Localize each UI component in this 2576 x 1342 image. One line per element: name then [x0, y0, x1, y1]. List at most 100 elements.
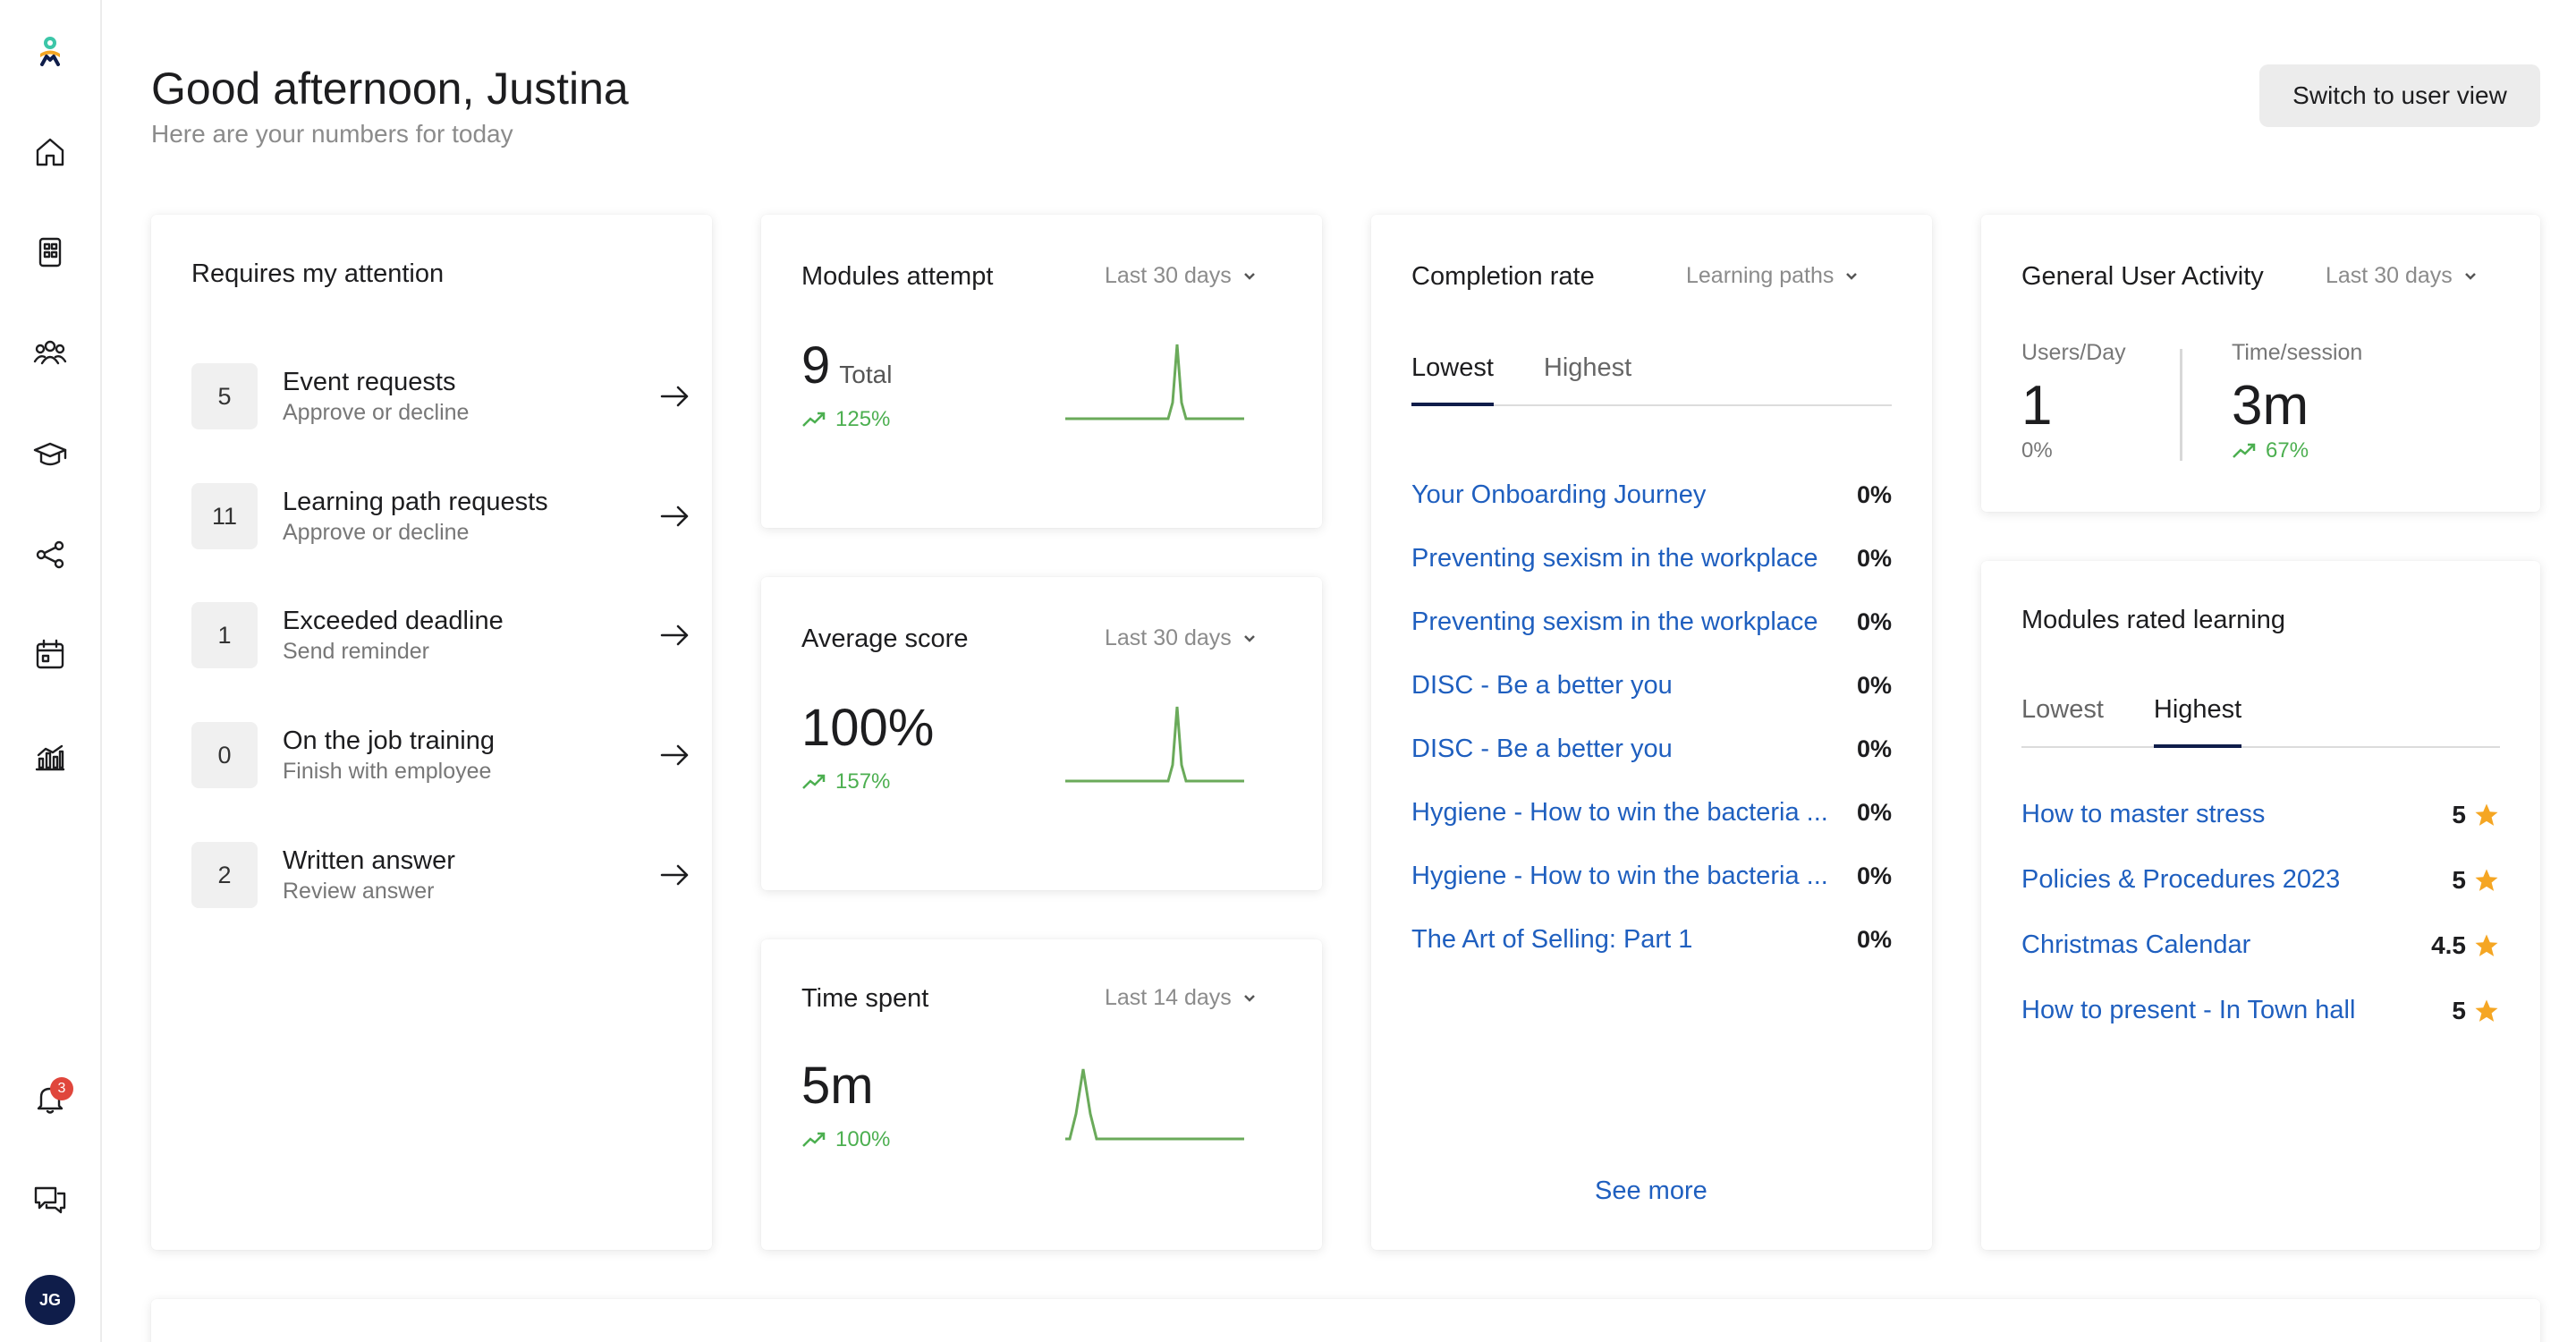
avatar[interactable]: JG: [25, 1275, 75, 1325]
module-link[interactable]: How to present - In Town hall: [2021, 996, 2356, 1024]
module-link[interactable]: Policies & Procedures 2023: [2021, 865, 2341, 894]
attention-sub: Review answer: [283, 879, 435, 904]
attention-label: On the job training: [283, 726, 495, 755]
trend-up-icon: [2233, 443, 2256, 458]
learning-path-link[interactable]: DISC - Be a better you: [1411, 735, 1673, 763]
trend-up-icon: [802, 412, 826, 427]
trend-value: 100%: [835, 1127, 891, 1151]
period-dropdown[interactable]: Last 14 days: [1105, 985, 1258, 1011]
list-item: How to master stress 5: [2021, 800, 2500, 829]
learning-path-link[interactable]: DISC - Be a better you: [1411, 671, 1673, 700]
completion-title: Completion rate: [1411, 262, 1595, 291]
attention-sub: Finish with employee: [283, 759, 492, 784]
list-item: Preventing sexism in the workplace 0%: [1411, 544, 1892, 573]
arrow-right-icon[interactable]: [658, 738, 692, 772]
tab-lowest[interactable]: Lowest: [2021, 695, 2104, 724]
switch-to-user-view-button[interactable]: Switch to user view: [2259, 64, 2540, 127]
modules-rated-card: Modules rated learning Lowest Highest Ho…: [1981, 561, 2540, 1250]
period-dropdown[interactable]: Last 30 days: [1105, 263, 1258, 289]
chevron-down-icon: [1846, 272, 1858, 280]
trend-indicator: 125%: [801, 407, 890, 432]
attention-label: Event requests: [283, 368, 456, 396]
chevron-down-icon: [2464, 272, 2476, 280]
completion-rate-card: Completion rate Learning paths Lowest Hi…: [1371, 215, 1932, 1250]
chat-icon[interactable]: [25, 1174, 75, 1224]
rating: 4.5: [2431, 931, 2500, 960]
notification-badge: 3: [50, 1077, 73, 1100]
completion-filter-dropdown[interactable]: Learning paths: [1686, 263, 1860, 289]
list-item: Hygiene - How to win the bacteria ... 0%: [1411, 862, 1892, 891]
trend-indicator: 100%: [801, 1127, 890, 1152]
metric-value: 9 Total: [801, 336, 892, 395]
arrow-right-icon[interactable]: [658, 379, 692, 413]
bottom-card: [151, 1299, 2540, 1342]
tab-highest[interactable]: Highest: [2153, 695, 2242, 748]
time-per-session-label: Time/session: [2232, 340, 2363, 365]
attention-count: 2: [191, 842, 258, 908]
average-score-title: Average score: [801, 624, 969, 653]
learning-path-link[interactable]: The Art of Selling: Part 1: [1411, 925, 1693, 954]
attention-sub: Send reminder: [283, 639, 429, 664]
trend-up-icon: [802, 1132, 826, 1147]
attention-sub: Approve or decline: [283, 400, 470, 425]
attention-label: Learning path requests: [283, 488, 548, 516]
time-spent-card: Time spent Last 14 days 5m 100%: [761, 939, 1322, 1250]
attention-item-event-requests[interactable]: 5 Event requests Approve or decline: [191, 362, 692, 430]
see-more-link[interactable]: See more: [1595, 1176, 1707, 1205]
period-dropdown[interactable]: Last 30 days: [1105, 625, 1258, 651]
module-link[interactable]: How to master stress: [2021, 800, 2266, 828]
list-item: Christmas Calendar 4.5: [2021, 930, 2500, 960]
tab-highest[interactable]: Highest: [1543, 353, 1632, 382]
attention-item-learning-path-requests[interactable]: 11 Learning path requests Approve or decl…: [191, 482, 692, 550]
chevron-down-icon: [1243, 634, 1255, 642]
star-icon: [2475, 803, 2498, 826]
sidebar: 3 JG: [0, 0, 102, 1342]
users-icon[interactable]: [25, 327, 75, 378]
learning-path-link[interactable]: Hygiene - How to win the bacteria ...: [1411, 798, 1828, 827]
learning-path-link[interactable]: Preventing sexism in the workplace: [1411, 544, 1818, 573]
learning-path-link[interactable]: Preventing sexism in the workplace: [1411, 607, 1818, 636]
attention-item-on-the-job-training[interactable]: 0 On the job training Finish with employe…: [191, 721, 692, 789]
modules-attempt-card: Modules attempt Last 30 days 9 Total 125%: [761, 215, 1322, 528]
star-icon: [2475, 934, 2498, 956]
attention-count: 1: [191, 602, 258, 668]
star-icon: [2475, 869, 2498, 891]
period-dropdown[interactable]: Last 30 days: [2326, 263, 2479, 289]
list-item: DISC - Be a better you 0%: [1411, 735, 1892, 764]
time-per-session-value: 3m: [2232, 375, 2309, 437]
trend-indicator: 67%: [2232, 438, 2309, 463]
learning-path-link[interactable]: Hygiene - How to win the bacteria ...: [1411, 862, 1828, 890]
attention-item-written-answer[interactable]: 2 Written answer Review answer: [191, 841, 692, 909]
trend-up-icon: [802, 774, 826, 789]
module-link[interactable]: Christmas Calendar: [2021, 930, 2251, 959]
attention-sub: Approve or decline: [283, 520, 470, 545]
arrow-right-icon[interactable]: [658, 618, 692, 652]
page-subtitle: Here are your numbers for today: [151, 120, 513, 148]
graduation-cap-icon[interactable]: [25, 429, 75, 480]
attention-count: 5: [191, 363, 258, 429]
rating-value: 5: [2452, 865, 2466, 894]
logo-icon[interactable]: [25, 25, 75, 75]
arrow-right-icon[interactable]: [658, 499, 692, 533]
tab-lowest[interactable]: Lowest: [1411, 353, 1494, 406]
time-spent-title: Time spent: [801, 984, 929, 1013]
users-per-day-label: Users/Day: [2021, 340, 2126, 365]
learning-path-link[interactable]: Your Onboarding Journey: [1411, 480, 1707, 509]
analytics-icon[interactable]: [25, 732, 75, 782]
calendar-icon[interactable]: [25, 630, 75, 680]
arrow-right-icon[interactable]: [658, 858, 692, 892]
catalog-icon[interactable]: [25, 227, 75, 277]
completion-pct: 0%: [1856, 481, 1892, 508]
trend-value: 67%: [2266, 438, 2309, 463]
sparkline-chart: [1065, 344, 1244, 420]
attention-item-exceeded-deadline[interactable]: 1 Exceeded deadline Send reminder: [191, 601, 692, 669]
trend-value: 125%: [835, 407, 891, 431]
share-icon[interactable]: [25, 530, 75, 580]
completion-pct: 0%: [1856, 926, 1892, 953]
attention-label: Exceeded deadline: [283, 607, 504, 635]
bell-icon[interactable]: 3: [25, 1074, 75, 1124]
users-per-day-trend: 0%: [2021, 438, 2053, 463]
rating: 5: [2452, 997, 2500, 1025]
period-label: Last 30 days: [1105, 263, 1232, 288]
home-icon[interactable]: [25, 127, 75, 177]
